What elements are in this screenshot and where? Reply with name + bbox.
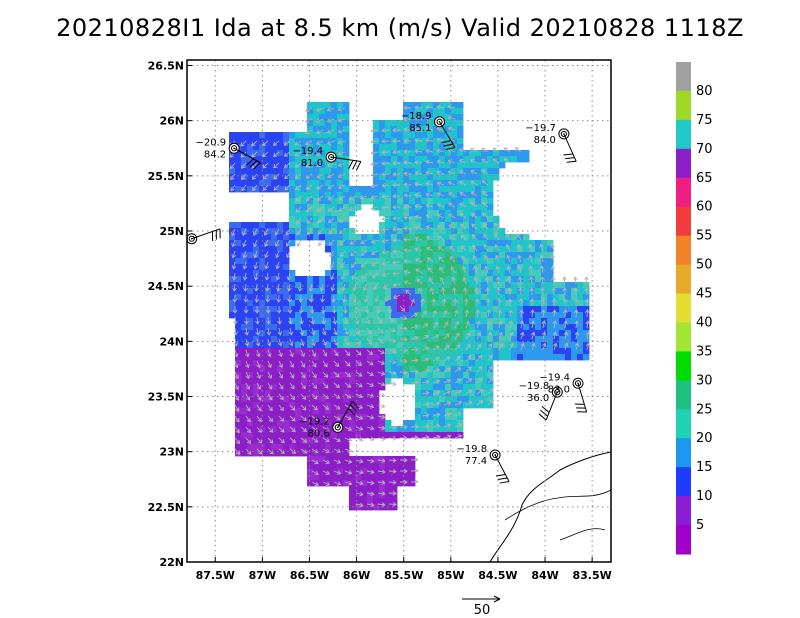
station-value: 83.0 [548, 384, 570, 395]
lon-tick-label: 86.5W [290, 569, 329, 582]
lat-tick-label: 24N [159, 335, 184, 348]
station-value: 84.2 [204, 149, 226, 160]
colorbar-swatch [676, 90, 691, 121]
chart-title: 20210828I1 Ida at 8.5 km (m/s) Valid 202… [56, 14, 744, 42]
colorbar-label: 35 [696, 344, 713, 359]
dropsonde-station: −19.784.0 [525, 123, 577, 163]
colorbar-swatch [676, 409, 691, 439]
station-temperature: −20.9 [195, 137, 226, 148]
lon-tick-label: 85.5W [384, 569, 423, 582]
station-value: 85.1 [409, 123, 431, 134]
station-value: 84.0 [534, 135, 556, 146]
station-value: 77.4 [465, 456, 487, 467]
colorbar-swatch [676, 322, 691, 352]
colorbar-swatch [676, 235, 691, 266]
station-temperature: −19.8 [519, 381, 550, 392]
colorbar-label: 75 [696, 113, 713, 128]
lon-tick-label: 87W [249, 569, 276, 582]
colorbar-label: 5 [696, 518, 704, 533]
lon-tick-label: 84.5W [478, 569, 517, 582]
lat-tick-label: 24.5N [148, 280, 184, 293]
station-temperature: −19.8 [456, 444, 487, 455]
colorbar-label: 70 [696, 142, 713, 157]
lon-tick-label: 84W [531, 569, 558, 582]
colorbar: 80 75 70 65 60 55 50 45 40 35 30 25 20 15 10 5 [676, 62, 713, 555]
dropsonde-station: −19.280.6 [299, 400, 360, 439]
station-temperature: −19.7 [525, 123, 556, 134]
lat-tick-label: 22.5N [148, 501, 184, 514]
colorbar-swatch [676, 177, 691, 208]
colorbar-label: 10 [696, 489, 713, 504]
lon-tick-label: 86W [343, 569, 370, 582]
dropsonde-station: −18.985.1 [401, 111, 456, 151]
colorbar-swatch [676, 119, 691, 150]
lat-tick-label: 25.5N [148, 170, 184, 183]
colorbar-label: 60 [696, 200, 713, 215]
colorbar-label: 65 [696, 171, 713, 186]
colorbar-swatch [676, 438, 691, 468]
colorbar-swatch [676, 293, 691, 323]
lat-tick-label: 23N [159, 446, 184, 459]
colorbar-swatch [676, 380, 691, 410]
station-temperature: −18.9 [401, 111, 432, 122]
station-temperature: −19.4 [293, 146, 324, 157]
lon-tick-label: 87.5W [196, 569, 235, 582]
dropsonde-station [186, 228, 221, 245]
lat-lon-grid [187, 60, 611, 563]
dropsonde-station: −19.877.4 [456, 444, 510, 484]
coastline [489, 451, 611, 562]
colorbar-label: 55 [696, 229, 713, 244]
reference-vector: 50 [462, 595, 501, 618]
colorbar-swatch [676, 351, 691, 381]
station-value: 80.6 [307, 428, 329, 439]
colorbar-label: 25 [696, 402, 713, 417]
dropsonde-station: −20.984.2 [195, 137, 261, 170]
lon-tick-label: 85W [437, 569, 464, 582]
colorbar-label: 80 [696, 84, 713, 99]
plot-frame [186, 59, 612, 563]
station-temperature: −19.4 [539, 372, 570, 383]
colorbar-swatch [676, 206, 691, 237]
station-value: 36.0 [527, 393, 549, 404]
lat-tick-label: 22N [159, 556, 184, 569]
station-observations: −20.984.2 −19.481.0−18.985.1 −19.784.0−19.… [186, 111, 588, 484]
station-value: 81.0 [301, 158, 323, 169]
colorbar-label: 30 [696, 373, 713, 388]
colorbar-label: 50 [696, 258, 713, 273]
lon-tick-label: 83.5W [573, 569, 612, 582]
colorbar-label: 45 [696, 287, 713, 302]
lat-tick-label: 25N [159, 225, 184, 238]
colorbar-label: 20 [696, 431, 713, 446]
colorbar-swatch [676, 525, 691, 555]
lat-tick-label: 26.5N [148, 60, 184, 73]
colorbar-swatch [676, 496, 691, 526]
dropsonde-station: −19.483.0 [539, 372, 588, 413]
colorbar-swatch [676, 148, 691, 179]
wind-speed-field [229, 102, 590, 511]
station-temperature: −19.2 [299, 416, 330, 427]
reference-vector-label: 50 [474, 603, 491, 618]
lat-tick-label: 23.5N [148, 391, 184, 404]
lat-tick-label: 26N [159, 115, 184, 128]
dropsonde-station: −19.836.0 [519, 381, 563, 421]
colorbar-label: 40 [696, 315, 713, 330]
colorbar-label: 15 [696, 460, 713, 475]
colorbar-swatch [676, 264, 691, 295]
colorbar-swatch [676, 62, 691, 92]
colorbar-swatch [676, 467, 691, 497]
dropsonde-station: −19.481.0 [293, 146, 362, 171]
wind-vector-arrows [229, 104, 591, 508]
axis-tick-labels: 22N 22.5N 23N 23.5N 24N 24.5N 25N 25.5N 26N 26.5N… [148, 60, 612, 582]
